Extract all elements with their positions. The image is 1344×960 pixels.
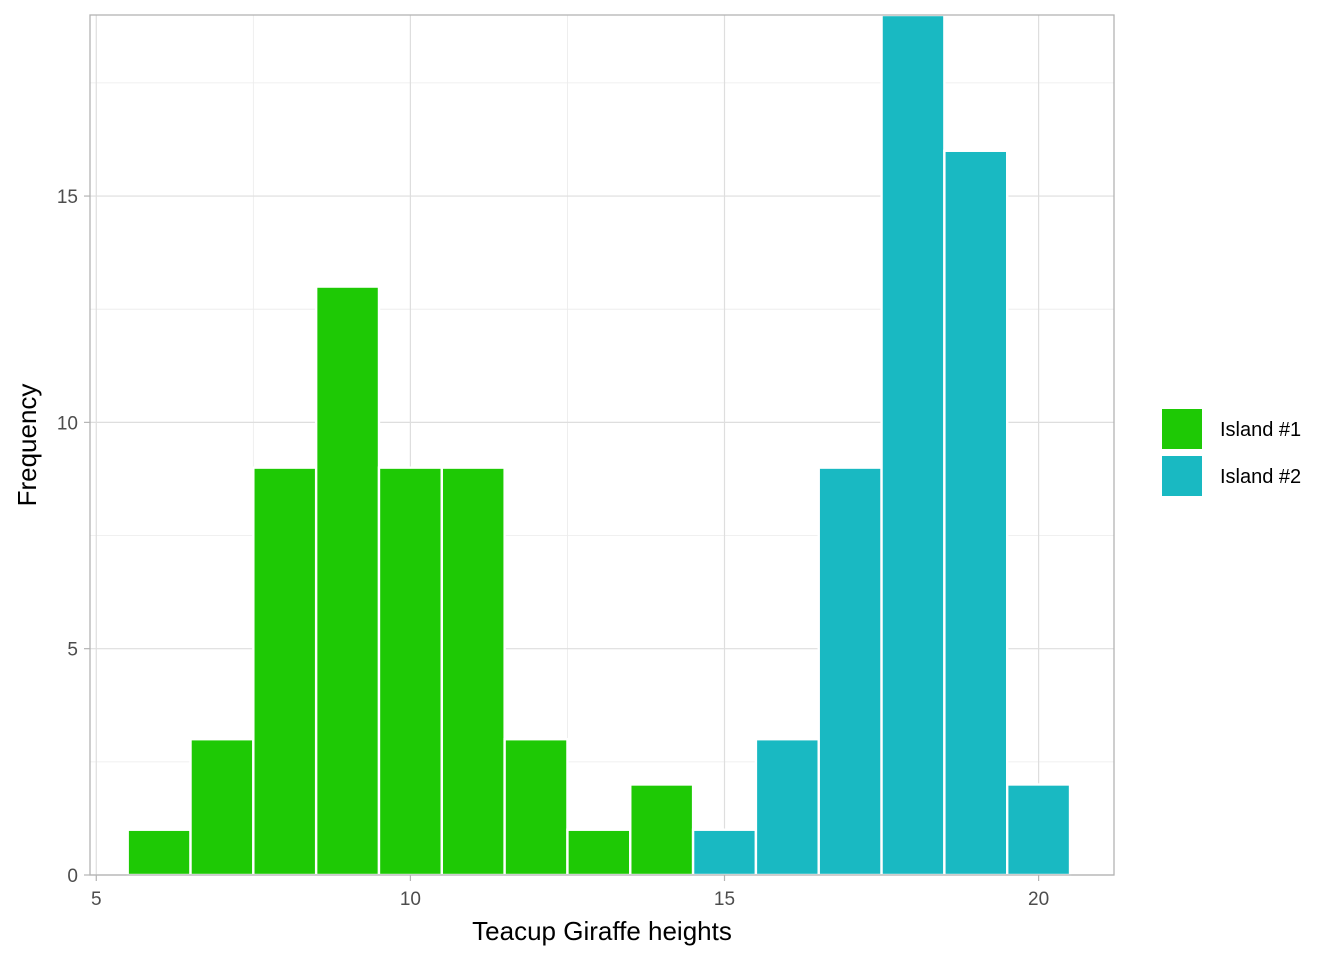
x-tick-label: 5 bbox=[91, 889, 102, 910]
x-axis: 5 10 15 20 bbox=[91, 875, 1049, 910]
histogram-bar bbox=[943, 149, 1009, 877]
x-tick-label: 20 bbox=[1028, 889, 1049, 910]
y-axis-title: Frequency bbox=[12, 384, 42, 507]
y-tick-label: 10 bbox=[57, 413, 78, 434]
x-axis-title: Teacup Giraffe heights bbox=[472, 916, 732, 946]
histogram-bar bbox=[691, 828, 758, 877]
histogram-bars bbox=[126, 13, 1072, 877]
x-tick-label: 15 bbox=[714, 889, 735, 910]
histogram-bar bbox=[566, 828, 632, 877]
histogram-bar bbox=[629, 783, 695, 877]
y-tick-label: 5 bbox=[67, 640, 78, 661]
legend-swatch bbox=[1162, 409, 1202, 449]
histogram-bar bbox=[189, 738, 255, 877]
histogram-bar bbox=[252, 466, 318, 877]
legend-label: Island #2 bbox=[1220, 466, 1301, 488]
x-tick-label: 10 bbox=[400, 889, 421, 910]
histogram-bar bbox=[880, 13, 946, 877]
histogram-bar bbox=[126, 828, 192, 877]
histogram-bar bbox=[440, 466, 506, 877]
histogram-bar bbox=[503, 738, 569, 877]
histogram-bar bbox=[817, 466, 883, 877]
histogram-bar bbox=[1006, 783, 1072, 877]
histogram-bar bbox=[314, 285, 381, 877]
histogram-bar bbox=[377, 466, 444, 877]
legend-swatch bbox=[1162, 456, 1202, 496]
y-axis: 0 5 10 15 bbox=[57, 187, 90, 887]
plot-panel-border bbox=[89, 14, 1115, 876]
histogram-bar bbox=[754, 738, 820, 877]
y-tick-label: 15 bbox=[57, 187, 78, 208]
legend: Island #1 Island #2 bbox=[1162, 409, 1301, 496]
legend-label: Island #1 bbox=[1220, 419, 1301, 441]
y-tick-label: 0 bbox=[67, 866, 78, 887]
